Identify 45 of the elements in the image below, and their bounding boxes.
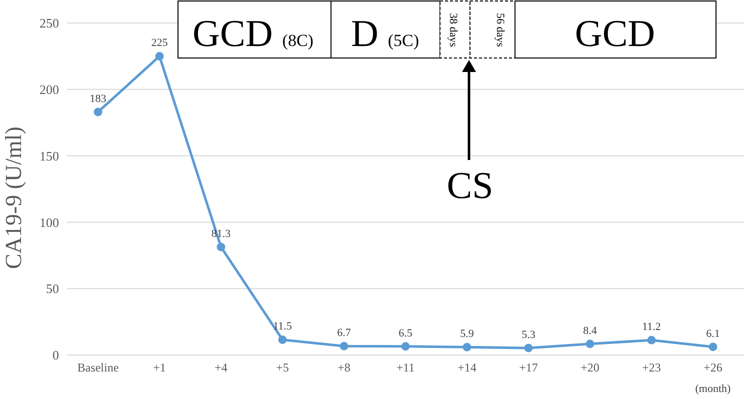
annotation: CS [446, 165, 494, 207]
point [401, 342, 410, 351]
text: (month) [695, 383, 732, 395]
x-tick-label: +5 [276, 360, 289, 375]
x-tick-label: +20 [580, 360, 600, 375]
y-tick-label: 100 [40, 214, 59, 230]
y-axis-title: CA19-9 (U/ml) [1, 126, 26, 269]
y-tick-label: 150 [40, 148, 59, 164]
point [708, 342, 718, 352]
x-tick-label: +14 [458, 360, 476, 375]
data-label: 6.7 [337, 327, 352, 340]
y-tick-label: 250 [40, 16, 59, 31]
point [216, 242, 226, 252]
annotation: GCD [574, 13, 656, 55]
point [462, 342, 472, 352]
x-tick-label: +11 [396, 360, 415, 375]
data-label: 6.1 [706, 328, 720, 340]
y-tick-label: 50 [46, 281, 59, 296]
point [278, 335, 287, 344]
x-tick-label: +8 [338, 360, 350, 375]
data-label: 11.2 [642, 321, 661, 334]
annotation: D (5C) [350, 13, 420, 55]
data-label: 5.3 [522, 328, 536, 341]
data-label: 225 [151, 37, 168, 50]
data-label: 5.9 [460, 328, 474, 340]
annotation: 56 days [494, 13, 506, 47]
x-tick-label: +17 [519, 360, 538, 375]
point [586, 340, 594, 348]
data-label: 183 [90, 92, 107, 105]
x-tick-label: +4 [214, 360, 228, 375]
point [94, 108, 102, 116]
x-tick-label: Baseline [77, 360, 119, 375]
point [524, 344, 533, 352]
data-label: 8.4 [583, 324, 598, 337]
annotation: GCD (8C) [192, 13, 314, 55]
data-label: 6.5 [398, 327, 413, 340]
x-tick-label: +23 [642, 360, 661, 375]
point [155, 52, 164, 60]
point [340, 342, 348, 350]
y-tick-label: 200 [40, 82, 59, 98]
x-tick-label: +26 [704, 360, 722, 375]
y-tick-label: 0 [52, 348, 59, 363]
point [647, 336, 656, 344]
annotation: 38 days [447, 13, 459, 47]
x-tick-label: +1 [153, 360, 166, 375]
